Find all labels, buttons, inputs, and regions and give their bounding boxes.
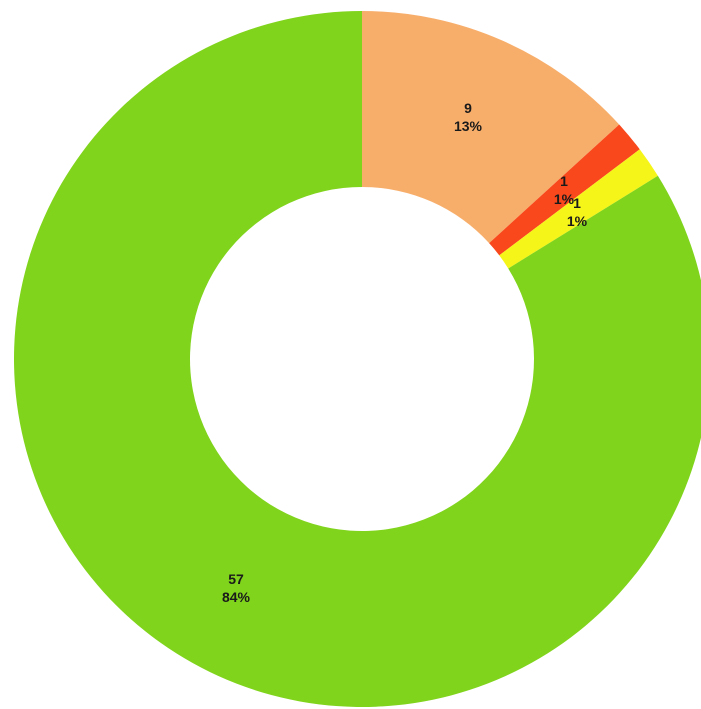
donut-slice-0 bbox=[362, 11, 620, 244]
donut-slice-3 bbox=[14, 11, 701, 707]
donut-slices bbox=[14, 11, 701, 707]
slice-percent-label-1: 1% bbox=[554, 191, 575, 207]
slice-percent-label-2: 1% bbox=[567, 213, 588, 229]
slice-value-label-1: 1 bbox=[560, 173, 568, 189]
slice-value-label-0: 9 bbox=[464, 100, 472, 116]
slice-value-label-2: 1 bbox=[573, 195, 581, 211]
donut-slice-1 bbox=[489, 124, 640, 256]
slice-percent-label-0: 13% bbox=[454, 118, 483, 134]
donut-slice-2 bbox=[499, 149, 658, 269]
slice-percent-label-3: 84% bbox=[222, 589, 251, 605]
slice-value-label-3: 57 bbox=[228, 571, 244, 587]
